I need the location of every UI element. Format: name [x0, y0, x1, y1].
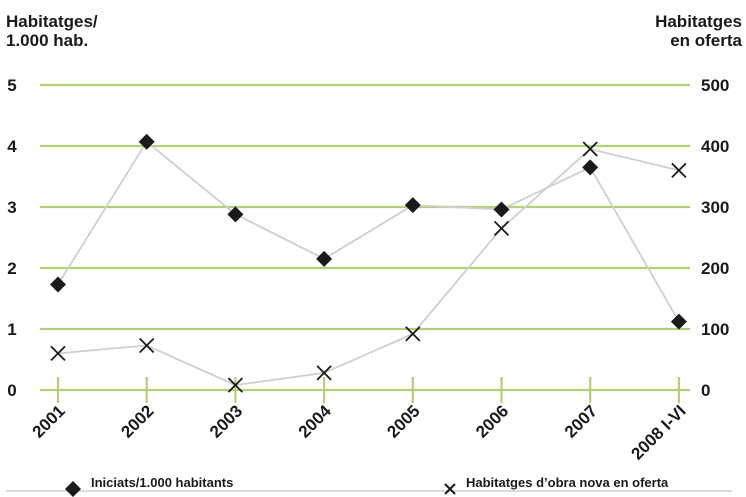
left-tick-label: 3	[7, 198, 16, 217]
right-tick-label: 200	[701, 259, 729, 278]
left-tick-label: 5	[7, 76, 16, 95]
left-tick-label: 4	[7, 137, 17, 156]
data-point-diamond	[404, 197, 421, 214]
series-line-iniciats	[57, 140, 680, 323]
data-point-diamond	[316, 250, 333, 267]
legend-diamond-icon	[65, 481, 81, 497]
left-tick-label: 0	[7, 381, 16, 400]
left-axis-ticks: 0 1 2 3 4 5	[7, 76, 17, 400]
left-tick-label: 1	[7, 320, 16, 339]
right-axis-ticks: 0 100 200 300 400 500	[701, 76, 729, 400]
legend: Iniciats/1.000 habitants Habitatges d’obr…	[6, 475, 732, 497]
left-tick-label: 2	[7, 259, 16, 278]
data-point-cross	[671, 162, 687, 179]
data-point-diamond	[138, 133, 155, 150]
data-point-diamond	[670, 313, 687, 330]
right-axis-title: Habitatges en oferta	[655, 12, 742, 50]
legend-label-oferta: Habitatges d’obra nova en oferta	[466, 475, 669, 490]
data-point-cross	[50, 345, 66, 362]
x-tick-label: 2006	[472, 401, 512, 441]
data-point-diamond	[227, 206, 244, 223]
right-tick-label: 100	[701, 320, 729, 339]
data-point-cross	[493, 220, 510, 236]
x-tick-label: 2007	[561, 401, 601, 441]
data-point-diamond	[582, 159, 599, 176]
right-axis-title-line-1: Habitatges	[655, 12, 742, 31]
series-line-oferta	[57, 148, 680, 387]
right-tick-label: 300	[701, 198, 729, 217]
x-tick-label: 2001	[29, 401, 69, 441]
left-axis-title-line-1: Habitatges/	[6, 12, 98, 31]
data-point-cross	[139, 337, 155, 354]
legend-cross-icon	[444, 483, 456, 495]
series-layer	[50, 133, 687, 393]
data-point-cross	[582, 141, 598, 157]
right-axis-title-line-2: en oferta	[670, 31, 742, 50]
left-axis-title-line-2: 1.000 hab.	[6, 31, 89, 50]
x-tick-label: 2002	[117, 401, 157, 441]
x-tick-label: 2005	[383, 401, 423, 441]
right-tick-label: 0	[701, 381, 710, 400]
right-tick-label: 500	[701, 76, 729, 95]
left-axis-title: Habitatges/ 1.000 hab.	[6, 12, 98, 50]
data-point-cross	[405, 326, 421, 342]
right-tick-label: 400	[701, 137, 729, 156]
data-point-cross	[316, 365, 332, 381]
data-point-cross	[227, 377, 244, 393]
x-tick-label: 2004	[295, 401, 336, 442]
data-point-diamond	[493, 201, 510, 218]
legend-label-iniciats: Iniciats/1.000 habitants	[91, 475, 233, 490]
data-point-diamond	[50, 276, 66, 293]
x-tick-label: 2008 I-VI	[628, 401, 690, 463]
grid-lines	[40, 83, 690, 392]
x-tick-label: 2003	[206, 401, 246, 441]
